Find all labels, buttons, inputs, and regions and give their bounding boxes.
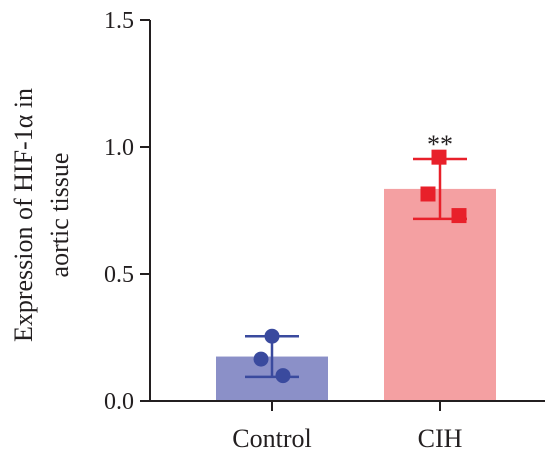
x-tick-label-cih: CIH — [418, 424, 463, 453]
data-point-cih-2 — [420, 186, 436, 202]
y-tick-label-1: 0.5 — [104, 262, 134, 288]
data-point-cih-3 — [451, 208, 467, 224]
data-point-control-1 — [264, 328, 280, 344]
x-tick-label-control: Control — [232, 424, 311, 453]
plot-area: ** 0.0 0.5 1.0 1.5 Control CIH — [104, 8, 545, 453]
y-tick-label-2: 1.0 — [104, 135, 134, 161]
significance-cih: ** — [427, 130, 453, 159]
y-axis-label: Expression of HIF-1α in aortic tissue — [9, 88, 74, 342]
y-tick-label-3: 1.5 — [104, 8, 134, 34]
bar-cih — [384, 188, 496, 401]
data-point-cih-1 — [431, 149, 447, 165]
y-axis-label-line-2: aortic tissue — [45, 153, 74, 278]
y-tick-label-0: 0.0 — [104, 389, 134, 415]
data-point-control-2 — [253, 351, 269, 367]
y-axis-label-line-1: Expression of HIF-1α in — [9, 88, 38, 342]
data-point-control-3 — [275, 368, 291, 384]
